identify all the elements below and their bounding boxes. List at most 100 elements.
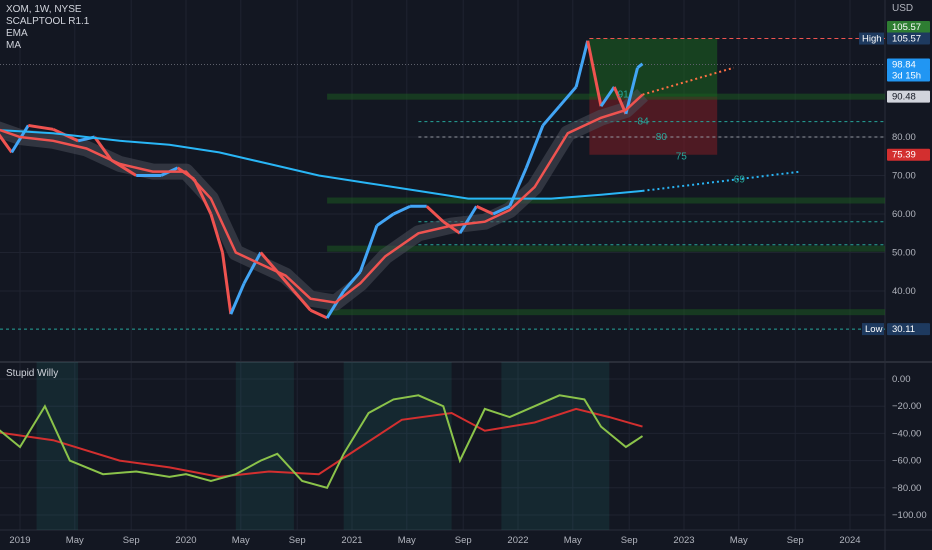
price-segment-35 <box>574 40 590 88</box>
price-tick-4: 80.00 <box>892 132 916 143</box>
axis-ticks: 40.00 50.00 60.00 70.00 80.00 0.00 −20.00 −40.0… <box>9 132 926 546</box>
osc-zone-2 <box>343 362 452 530</box>
loss-zone <box>589 96 718 155</box>
tag-top-value: 105.57 <box>892 22 921 33</box>
osc-tick-0: 0.00 <box>892 374 911 385</box>
price-tick-0: 40.00 <box>892 286 916 297</box>
time-tick-11: Sep <box>621 535 638 546</box>
low-label: Low <box>865 324 883 335</box>
legend: XOM, 1W, NYSE SCALPTOOL R1.1 EMA MA <box>6 4 89 52</box>
price-segment-34 <box>558 85 578 108</box>
price-segment-16 <box>259 251 279 273</box>
time-tick-6: 2021 <box>341 535 362 546</box>
profit-zone <box>589 38 718 97</box>
low-label-bg <box>862 323 884 336</box>
high-label: High <box>862 34 882 45</box>
ma-projection <box>642 170 801 192</box>
time-tick-2: Sep <box>123 535 140 546</box>
tag-last-price-bg <box>887 58 930 71</box>
price-segment-21 <box>342 270 362 292</box>
tag-level-b-bg <box>887 148 930 161</box>
projection-label-84: 84 <box>638 117 650 128</box>
time-tick-15: 2024 <box>839 535 860 546</box>
price-series <box>0 40 801 320</box>
legend-indicator-scalptool[interactable]: SCALPTOOL R1.1 <box>6 16 90 27</box>
tag-level-b: 75.39 <box>892 150 916 161</box>
projection-label-91: 91 <box>618 90 630 101</box>
price-segment-19 <box>309 308 328 320</box>
time-tick-1: May <box>66 535 84 546</box>
tag-countdown: 3d 15h <box>892 70 921 81</box>
tag-low-value-bg <box>887 323 930 336</box>
osc-tick-1: −20.00 <box>892 401 921 412</box>
osc-slow-line <box>0 407 643 478</box>
price-segment-40 <box>636 62 644 69</box>
time-tick-9: 2022 <box>507 535 528 546</box>
price-tick-1: 50.00 <box>892 248 916 259</box>
ema-projection <box>642 66 735 96</box>
price-segment-17 <box>276 270 296 292</box>
support-band-1 <box>327 245 886 252</box>
price-segment-1 <box>0 133 13 154</box>
price-segment-39 <box>624 67 639 115</box>
osc-tick-4: −80.00 <box>892 483 921 494</box>
time-tick-8: Sep <box>455 535 472 546</box>
time-tick-0: 2019 <box>9 535 30 546</box>
high-label-bg <box>859 32 884 45</box>
support-band-2 <box>327 309 886 316</box>
legend-indicator-ema[interactable]: EMA <box>6 28 28 39</box>
price-segment-18 <box>292 290 312 312</box>
legend-symbol[interactable]: XOM, 1W, NYSE <box>6 4 82 15</box>
currency-label: USD <box>892 3 914 14</box>
ma-line <box>0 129 643 200</box>
price-segment-14 <box>229 282 246 315</box>
tag-top-value-bg <box>887 21 930 33</box>
price-segment-28 <box>458 205 478 235</box>
price-segment-26 <box>425 205 445 223</box>
time-tick-4: May <box>232 535 250 546</box>
price-segment-32 <box>524 124 545 169</box>
price-segment-29 <box>475 204 494 216</box>
price-segment-20 <box>325 290 345 319</box>
price-segment-6 <box>93 136 113 161</box>
osc-fast-line <box>0 394 644 489</box>
price-segment-24 <box>392 204 411 216</box>
tag-high-value: 105.57 <box>892 34 921 45</box>
ema-line <box>0 93 644 304</box>
price-segment-3 <box>28 123 54 131</box>
price-segment-2 <box>10 124 30 154</box>
tag-level-a-bg <box>887 90 930 103</box>
horizontal-levels <box>0 38 886 330</box>
price-segment-31 <box>508 167 528 207</box>
time-tick-13: May <box>730 535 748 546</box>
time-tick-3: 2020 <box>175 535 196 546</box>
price-segment-23 <box>376 212 395 227</box>
osc-tick-5: −100.00 <box>892 510 927 521</box>
tag-low-value: 30.11 <box>892 324 915 335</box>
time-tick-5: Sep <box>289 535 306 546</box>
price-segment-13 <box>221 252 233 315</box>
projection-labels: 91 84 80 75 69 <box>618 90 746 186</box>
price-tick-3: 70.00 <box>892 171 916 182</box>
projection-label-69: 69 <box>734 174 746 185</box>
price-segment-27 <box>442 220 461 235</box>
tag-level-a: 90.48 <box>892 92 916 103</box>
price-segment-36 <box>586 40 603 107</box>
price-segment-22 <box>358 225 379 273</box>
price-segment-15 <box>242 251 263 285</box>
time-tick-10: May <box>564 535 582 546</box>
tag-high-value-bg <box>887 32 930 45</box>
time-tick-14: Sep <box>787 535 804 546</box>
price-segment-33 <box>541 105 561 127</box>
legend-oscillator[interactable]: Stupid Willy <box>6 368 59 379</box>
osc-tick-3: −60.00 <box>892 456 921 467</box>
legend-indicator-ma[interactable]: MA <box>6 40 21 51</box>
support-band-0 <box>327 197 886 204</box>
price-tick-2: 60.00 <box>892 209 916 220</box>
osc-tick-2: −40.00 <box>892 428 921 439</box>
price-segment-12 <box>209 213 224 253</box>
projection-label-75: 75 <box>676 151 688 162</box>
